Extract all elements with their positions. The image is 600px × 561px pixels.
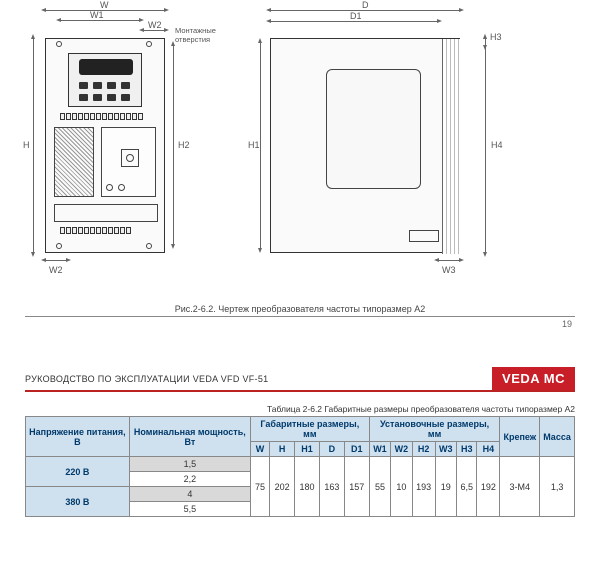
cell-380v: 380 В [26,487,130,517]
cell-power: 1,5 [129,457,250,472]
col-W3: W3 [435,442,456,457]
col-overall: Габаритные размеры, мм [250,417,369,442]
dim-W1: W1 [90,10,104,20]
cell-H1: 180 [295,457,320,517]
cell-H4: 192 [477,457,500,517]
col-voltage: Напряжение питания, В [26,417,130,457]
col-Hd: H [270,442,295,457]
col-mass: Масса [540,417,575,457]
dim-D: D [362,0,369,10]
col-D: D [319,442,344,457]
cell-W2: 10 [391,457,412,517]
dimensions-table: Напряжение питания, В Номинальная мощнос… [25,416,575,517]
col-H1: H1 [295,442,320,457]
cell-H: 202 [270,457,295,517]
cell-220v: 220 В [26,457,130,487]
brand-badge: VEDA MC [492,367,575,390]
col-D1: D1 [344,442,369,457]
dim-H3: H3 [490,32,502,42]
cell-W: 75 [250,457,269,517]
cell-D1: 157 [344,457,369,517]
col-power: Номинальная мощность, Вт [129,417,250,457]
dim-H2: H2 [178,140,190,150]
cell-W3: 19 [435,457,456,517]
dim-W2-top: W2 [148,20,162,30]
col-H3: H3 [457,442,477,457]
col-W2: W2 [391,442,412,457]
dim-W2-bot: W2 [49,265,63,275]
col-W: W [250,442,269,457]
front-view: W W1 W2 [45,30,185,270]
page-number: 19 [0,317,600,337]
cell-mass: 1,3 [540,457,575,517]
cell-W1: 55 [369,457,390,517]
side-view: D D1 H3 H1 H4 W3 [270,30,510,270]
cell-H3: 6,5 [457,457,477,517]
cell-power: 5,5 [129,502,250,517]
dim-H1: H1 [248,140,260,150]
manual-header-row: РУКОВОДСТВО ПО ЭКСПЛУАТАЦИИ VEDA VFD VF-… [25,367,575,392]
col-H4: H4 [477,442,500,457]
col-W1: W1 [369,442,390,457]
page: W W1 W2 [0,0,600,527]
dim-W: W [100,0,109,10]
cell-D: 163 [319,457,344,517]
dim-W3: W3 [442,265,456,275]
cell-fastener: 3-M4 [500,457,540,517]
dim-H: H [23,140,30,150]
col-mounting: Установочные размеры, мм [369,417,500,442]
col-fastener: Крепеж [500,417,540,457]
col-H2: H2 [412,442,435,457]
cell-power: 4 [129,487,250,502]
dim-H4: H4 [491,140,503,150]
mount-holes-note: Монтажные отверстия [175,26,216,44]
manual-title: РУКОВОДСТВО ПО ЭКСПЛУАТАЦИИ VEDA VFD VF-… [25,374,268,384]
cell-power: 2,2 [129,472,250,487]
table-row: 220 В 1,5 75 202 180 163 157 55 10 193 1… [26,457,575,472]
dim-D1: D1 [350,11,362,21]
cell-H2: 193 [412,457,435,517]
figure-caption: Рис.2-6.2. Чертеж преобразователя частот… [25,300,575,317]
technical-drawing: W W1 W2 [0,0,600,300]
table-caption: Таблица 2-6.2 Габаритные размеры преобра… [25,404,575,414]
manual-section: РУКОВОДСТВО ПО ЭКСПЛУАТАЦИИ VEDA VFD VF-… [0,337,600,527]
